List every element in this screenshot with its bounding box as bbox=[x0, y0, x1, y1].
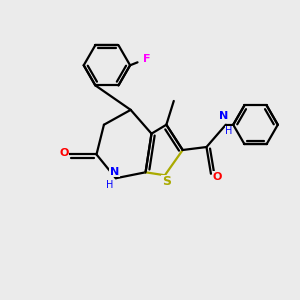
Text: S: S bbox=[162, 175, 171, 188]
Text: F: F bbox=[143, 54, 150, 64]
Text: O: O bbox=[59, 148, 68, 158]
Text: N: N bbox=[110, 167, 119, 177]
Text: H: H bbox=[106, 180, 113, 190]
Text: N: N bbox=[219, 111, 228, 122]
Text: O: O bbox=[213, 172, 222, 182]
Text: H: H bbox=[225, 126, 232, 136]
